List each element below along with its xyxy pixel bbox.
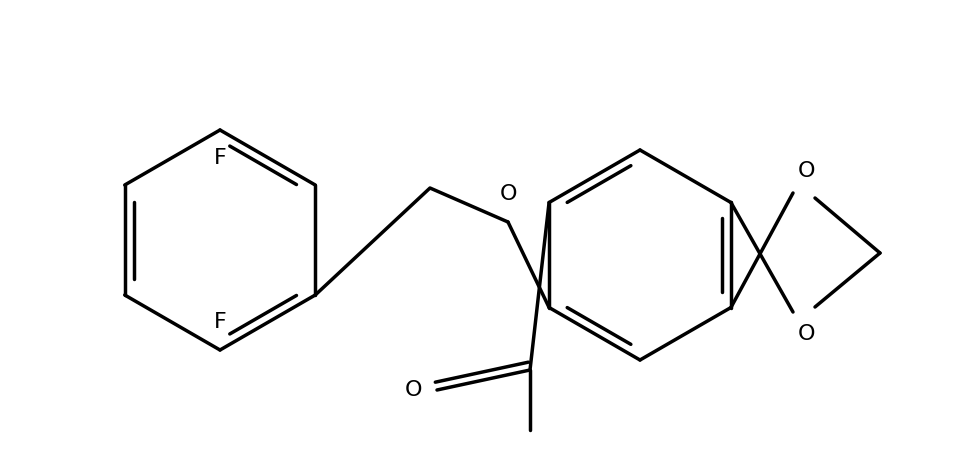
Text: O: O xyxy=(404,380,422,400)
Text: O: O xyxy=(798,161,816,181)
Text: O: O xyxy=(500,184,517,204)
Text: F: F xyxy=(214,312,226,332)
Text: F: F xyxy=(214,148,226,168)
Text: O: O xyxy=(798,324,816,344)
